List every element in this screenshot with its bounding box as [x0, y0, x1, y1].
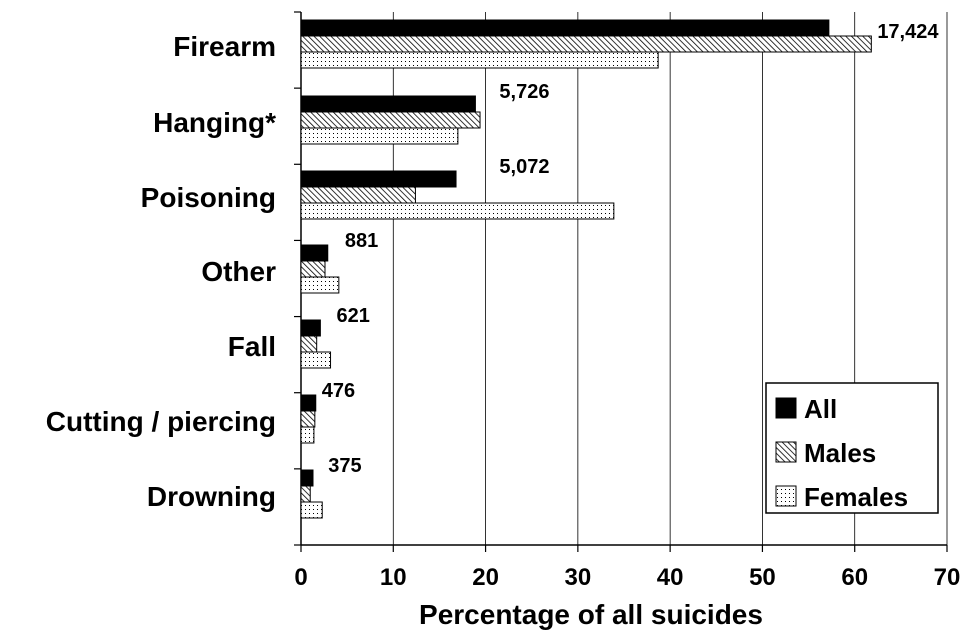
legend-swatch-males: [776, 442, 796, 462]
legend-label-all: All: [804, 394, 837, 424]
bar-all-5: [301, 395, 316, 411]
bar-all-6: [301, 470, 313, 486]
count-label-3: 881: [345, 230, 378, 252]
count-label-5: 476: [322, 380, 355, 402]
bar-males-5: [301, 411, 315, 427]
bar-all-3: [301, 245, 328, 261]
x-axis-title: Percentage of all suicides: [419, 599, 763, 630]
legend: All Males Females: [766, 383, 938, 513]
x-tick-label-50: 50: [749, 564, 776, 591]
legend-swatch-females: [776, 486, 796, 506]
count-label-1: 5,726: [499, 81, 549, 103]
x-tick-label-70: 70: [934, 564, 961, 591]
category-label-3: Other: [201, 256, 276, 287]
bar-males-2: [301, 187, 415, 203]
x-tick-label-40: 40: [657, 564, 684, 591]
count-label-0: 17,424: [877, 21, 939, 43]
category-label-6: Drowning: [147, 481, 276, 512]
legend-label-males: Males: [804, 438, 876, 468]
bar-females-5: [301, 427, 314, 443]
bar-all-0: [301, 20, 829, 36]
bar-males-3: [301, 261, 325, 277]
x-tick-label-0: 0: [294, 564, 307, 591]
category-label-4: Fall: [228, 331, 276, 362]
bar-females-3: [301, 277, 339, 293]
bar-males-4: [301, 336, 317, 352]
bar-females-6: [301, 502, 322, 518]
bar-females-2: [301, 203, 614, 219]
x-tick-label-60: 60: [841, 564, 868, 591]
category-label-1: Hanging*: [153, 107, 276, 138]
count-label-6: 375: [328, 455, 361, 477]
x-tick-label-20: 20: [472, 564, 499, 591]
x-tick-label-10: 10: [380, 564, 407, 591]
bar-females-4: [301, 352, 331, 368]
bar-males-6: [301, 486, 310, 502]
bar-females-0: [301, 52, 658, 68]
legend-swatch-all: [776, 398, 796, 418]
bar-all-2: [301, 171, 456, 187]
category-label-0: Firearm: [173, 31, 276, 62]
category-label-2: Poisoning: [141, 182, 276, 213]
count-label-4: 621: [337, 305, 370, 327]
legend-label-females: Females: [804, 482, 908, 512]
bar-all-1: [301, 96, 475, 112]
bar-males-0: [301, 36, 871, 52]
bar-females-1: [301, 128, 458, 144]
category-label-5: Cutting / piercing: [46, 406, 276, 437]
bar-all-4: [301, 320, 320, 336]
count-label-2: 5,072: [499, 156, 549, 178]
x-tick-label-30: 30: [565, 564, 592, 591]
bar-males-1: [301, 112, 480, 128]
